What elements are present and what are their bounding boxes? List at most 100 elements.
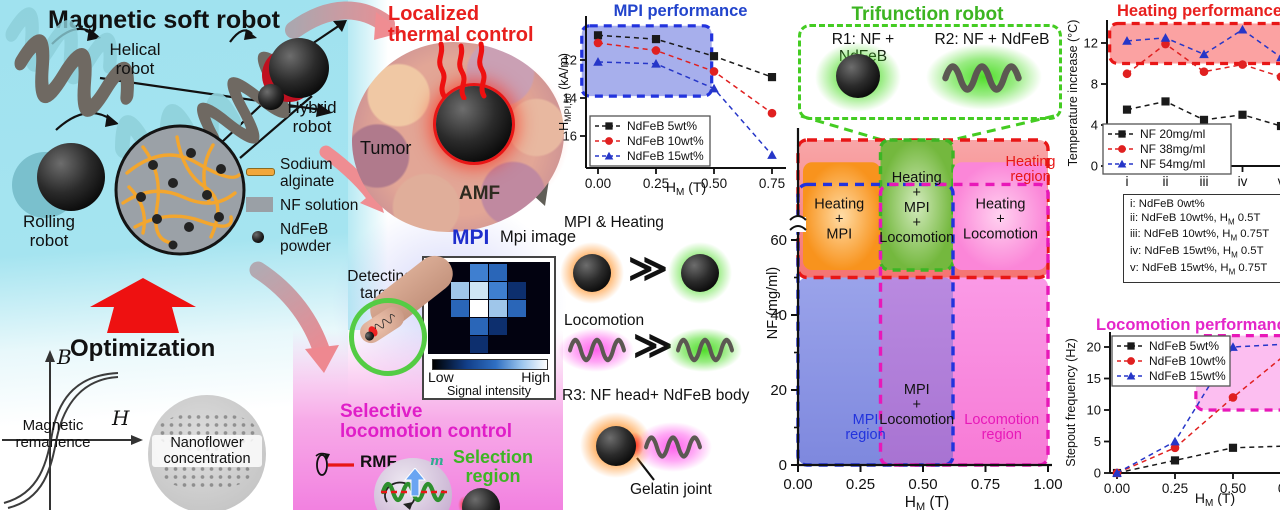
svg-text:0.50: 0.50 <box>1220 481 1246 496</box>
detect-ring-icon <box>349 298 427 376</box>
svg-text:1.00: 1.00 <box>1033 476 1062 493</box>
trifunction-robots-box <box>798 24 1062 120</box>
svg-text:MPI: MPI <box>904 200 930 216</box>
colorbar-low-label: Low <box>428 369 454 385</box>
mpi-colorbar <box>432 359 548 370</box>
helical-robot-label: Helical robot <box>109 40 161 79</box>
svg-text:0.25: 0.25 <box>846 476 875 493</box>
r3-sphere-icon <box>596 426 636 466</box>
gelatin-joint-label: Gelatin joint <box>630 481 712 498</box>
locomotion-performance-panel: Locomotion performance 0 5 10 15 20 0.00 0.25 0… <box>1065 310 1280 510</box>
mpi-pixel <box>489 282 507 299</box>
svg-text:+: + <box>996 211 1004 227</box>
region-heating-mpi-locomotion <box>878 138 955 272</box>
legend-nf-solution: NF solution <box>280 197 359 214</box>
mpi-pixel <box>527 318 545 335</box>
svg-text:NF (mg/ml): NF (mg/ml) <box>765 267 781 340</box>
helix-ghost-icon <box>5 7 117 85</box>
svg-text:0.75: 0.75 <box>759 176 785 191</box>
mpi-pixel <box>432 336 450 353</box>
svg-text:0.00: 0.00 <box>585 176 611 191</box>
svg-text:HM (T): HM (T) <box>666 179 706 198</box>
heating-performance-panel: Heating performance 04812iiiiiiivvNF 20m… <box>1065 0 1280 308</box>
mpi-pixel <box>470 318 488 335</box>
svg-text:0.50: 0.50 <box>908 476 937 493</box>
chevron-icon: ≫ <box>628 248 668 290</box>
mpi-pixel <box>470 300 488 317</box>
mpi-pixel <box>470 282 488 299</box>
hybrid-robot-label: Hybrid robot <box>287 98 337 137</box>
demo-helix1-icon <box>568 337 626 363</box>
svg-text:20: 20 <box>770 382 787 399</box>
mpi-image-box: Low High Signal intensity <box>422 256 556 400</box>
mpi-pixel <box>489 336 507 353</box>
heated-robot-icon <box>436 86 512 162</box>
svg-text:NdFeB 15wt%: NdFeB 15wt% <box>1149 369 1226 383</box>
heat-flames-icon <box>437 41 487 100</box>
selective-title: Selective locomotion control <box>340 401 513 442</box>
mpi-pixel <box>489 300 507 317</box>
legend-sodium-alginate: Sodium alginate <box>280 156 335 191</box>
mpi-pixel <box>508 264 526 281</box>
condition-item: v: NdFeB 15wt%, HM 0.75T <box>1130 262 1268 277</box>
svg-text:NF 20mg/ml: NF 20mg/ml <box>1140 127 1205 141</box>
demo-sphere2-icon <box>681 254 719 292</box>
r1-robot-icon <box>836 54 880 98</box>
mpi-label: MPI <box>452 226 490 249</box>
region-overlap-fill <box>880 277 953 465</box>
demo-helix2-icon <box>676 337 734 363</box>
h-axis-label: H <box>112 406 130 430</box>
mpi-pixel <box>451 336 469 353</box>
region-heating-locomotion <box>953 162 1047 270</box>
capsule-robot-icon <box>355 302 409 348</box>
trifunction-map-panel: 0 20 40 60 0.00 0.25 0.50 0.75 1.00 MPI + Locomotio… <box>765 118 1075 510</box>
locomotion-performance-title: Locomotion performance <box>1096 316 1280 334</box>
capsule-helix-icon <box>374 313 395 329</box>
r3-label: R3: NF head+ NdFeB body <box>562 387 750 404</box>
svg-text:NdFeB 5wt%: NdFeB 5wt% <box>627 119 697 133</box>
mpi-performance-chart: 12 14 16 0.00 0.25 0.50 0.75 NdFeB 5wt%NdFeB 10… <box>558 16 786 198</box>
mpi-performance-title: MPI performance <box>613 2 748 20</box>
moment-label: m <box>430 454 444 469</box>
svg-text:Heating: Heating <box>892 170 942 186</box>
mpi-pixel <box>470 336 488 353</box>
svg-text:10: 10 <box>1087 403 1101 418</box>
selection-helix-icon <box>380 468 447 510</box>
microstructure-zoom-icon <box>114 124 246 256</box>
r2-label: R2: NF + NdFeB <box>934 31 1050 48</box>
helical-robot-icon <box>14 34 134 117</box>
series-nf-38mg-ml <box>1122 39 1280 82</box>
svg-text:+: + <box>913 215 921 231</box>
mpi-pixel <box>451 282 469 299</box>
mpi-pixel <box>470 264 488 281</box>
hysteresis-curve-icon <box>2 350 143 510</box>
condition-item: ii: NdFeB 10wt%, HM 0.5T <box>1130 211 1261 226</box>
svg-text:region: region <box>982 427 1022 443</box>
svg-text:iii: iii <box>1200 174 1209 189</box>
mpi-pixel <box>489 318 507 335</box>
svg-text:region: region <box>845 427 885 443</box>
svg-text:5: 5 <box>1094 434 1101 449</box>
condition-item: i: NdFeB 0wt% <box>1130 198 1205 210</box>
mpi-heating-label: MPI & Heating <box>564 214 664 231</box>
svg-text:40: 40 <box>770 307 787 324</box>
svg-text:ii: ii <box>1163 174 1169 189</box>
condition-list: i: NdFeB 0wt% ii: NdFeB 10wt%, HM 0.5T iii… <box>1123 194 1280 283</box>
svg-text:16: 16 <box>563 129 577 144</box>
svg-text:8: 8 <box>1091 77 1098 92</box>
svg-text:Heating: Heating <box>814 196 864 212</box>
trifunction-title: Trifunction robot <box>851 4 1004 25</box>
svg-text:12: 12 <box>563 53 577 68</box>
mpi-pixel <box>451 300 469 317</box>
amf-label: AMF <box>459 183 501 204</box>
svg-text:Locomotion: Locomotion <box>879 230 954 246</box>
series-ndfeb-5wt- <box>593 31 777 82</box>
svg-text:Locomotion: Locomotion <box>964 412 1039 428</box>
r2-robot-icon <box>942 63 1022 93</box>
svg-text:HM (T): HM (T) <box>1195 490 1235 509</box>
condition-item: iv: NdFeB 15wt%, HM 0.5T <box>1130 245 1264 260</box>
svg-text:0: 0 <box>1091 159 1098 174</box>
series-ndfeb-15wt- <box>593 57 777 159</box>
